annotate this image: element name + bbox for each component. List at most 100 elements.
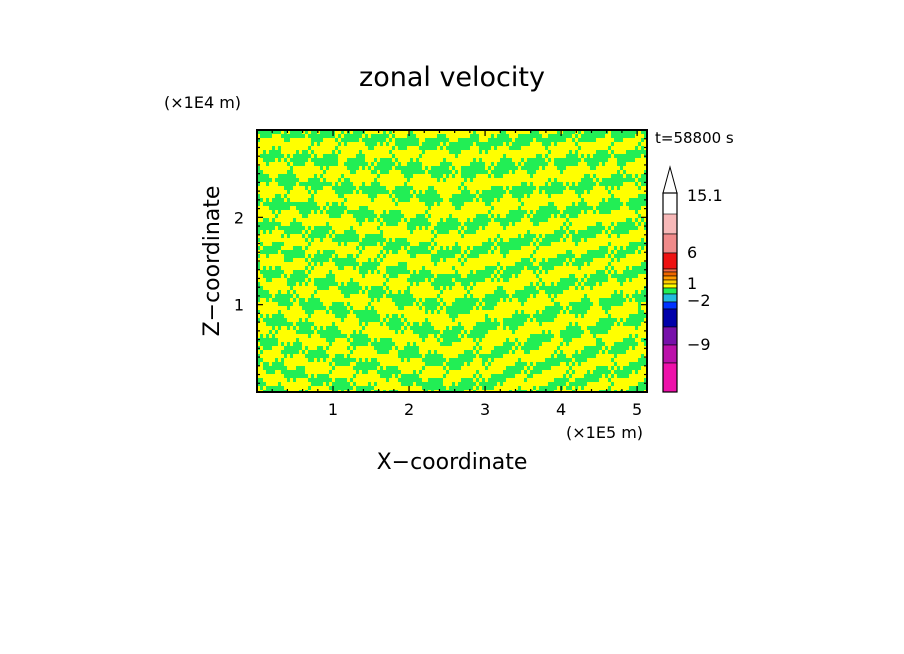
field-cell <box>470 330 488 334</box>
field-cell <box>332 302 344 306</box>
field-cell <box>359 186 386 190</box>
field-cell <box>335 254 338 258</box>
field-cell <box>584 210 587 214</box>
field-cell <box>476 190 479 194</box>
field-cell <box>389 318 401 322</box>
field-cell <box>377 254 380 258</box>
field-cell <box>515 310 518 314</box>
field-cell <box>473 374 476 378</box>
field-cell <box>311 382 323 386</box>
field-cell <box>287 326 290 330</box>
field-cell <box>395 330 398 334</box>
field-cell <box>464 330 467 334</box>
field-cell <box>644 134 647 138</box>
field-cell <box>422 322 431 326</box>
field-cell <box>527 158 545 162</box>
y-unit-label: (×1E4 m) <box>164 93 241 112</box>
field-cell <box>281 370 305 374</box>
field-cell <box>470 162 485 166</box>
field-cell <box>272 198 284 202</box>
field-cell <box>548 294 551 298</box>
field-cell <box>263 246 281 250</box>
field-cell <box>272 146 275 150</box>
field-cell <box>332 258 356 262</box>
field-cell <box>380 142 383 146</box>
field-cell <box>539 322 542 326</box>
field-cell <box>551 282 554 286</box>
field-cell <box>434 226 458 230</box>
field-cell <box>257 358 263 362</box>
field-cell <box>512 314 530 318</box>
field-cell <box>335 234 359 238</box>
field-cell <box>407 162 422 166</box>
field-cell <box>512 350 515 354</box>
field-cell <box>398 354 422 358</box>
field-cell <box>275 330 278 334</box>
field-cell <box>275 194 281 198</box>
field-cell <box>353 266 356 270</box>
field-cell <box>305 186 308 190</box>
field-cell <box>527 266 539 270</box>
field-cell <box>413 370 416 374</box>
field-cell <box>635 370 638 374</box>
field-cell <box>329 214 341 218</box>
field-cell <box>275 294 293 298</box>
field-cell <box>482 378 485 382</box>
field-cell <box>257 266 260 270</box>
field-cell <box>494 318 497 322</box>
field-cell <box>275 178 299 182</box>
field-cell <box>503 326 506 330</box>
field-cell <box>614 362 617 366</box>
field-cell <box>395 186 413 190</box>
field-cell <box>617 374 629 378</box>
field-cell <box>608 270 611 274</box>
field-cell <box>536 362 560 366</box>
field-cell <box>386 142 389 146</box>
field-cell <box>533 294 536 298</box>
field-cell <box>332 358 356 362</box>
field-cell <box>641 146 644 150</box>
field-cell <box>611 130 638 134</box>
field-cell <box>485 366 488 370</box>
field-cell <box>260 386 263 390</box>
field-cell <box>506 366 524 370</box>
colorbar-level <box>662 279 678 285</box>
field-cell <box>569 186 593 190</box>
field-cell <box>494 166 518 170</box>
field-cell <box>527 170 536 174</box>
field-cell <box>461 282 470 286</box>
field-cell <box>386 378 389 382</box>
field-cell <box>296 366 305 370</box>
field-cell <box>353 130 365 134</box>
field-cell <box>260 350 263 354</box>
field-cell <box>452 202 464 206</box>
field-cell <box>323 206 326 210</box>
y-axis-label: Z−coordinate <box>200 186 225 337</box>
field-cell <box>305 282 308 286</box>
colorbar-frame <box>662 192 678 393</box>
field-cell <box>278 382 281 386</box>
field-cell <box>524 378 527 382</box>
field-cell <box>515 274 518 278</box>
field-cell <box>611 266 614 270</box>
field-cell <box>518 234 521 238</box>
field-cell <box>626 174 632 178</box>
field-cell <box>449 366 461 370</box>
field-cell <box>566 250 572 254</box>
field-cell <box>329 342 332 346</box>
field-cell <box>326 346 329 350</box>
field-cell <box>287 278 305 282</box>
field-cell <box>257 202 260 206</box>
field-cell <box>560 278 578 282</box>
field-cell <box>395 142 419 146</box>
field-cell <box>530 182 533 186</box>
field-cell <box>554 350 557 354</box>
field-cell <box>302 306 326 310</box>
field-cell <box>407 358 410 362</box>
field-cell <box>638 382 647 386</box>
field-cell <box>593 334 596 338</box>
field-cell <box>434 278 452 282</box>
field-cell <box>344 198 347 202</box>
field-cell <box>443 366 446 370</box>
field-cell <box>323 358 326 362</box>
